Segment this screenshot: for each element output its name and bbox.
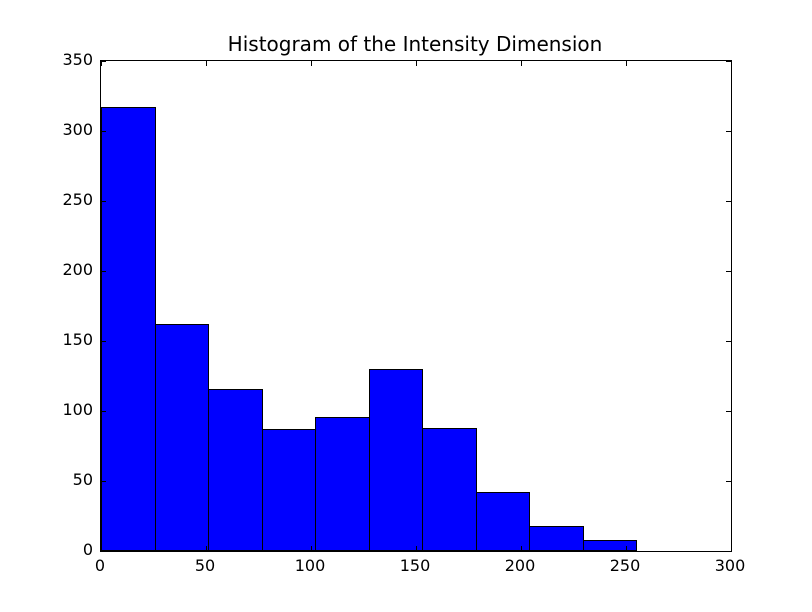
x-tick-label: 100 bbox=[294, 556, 326, 575]
x-axis-tick bbox=[206, 61, 207, 66]
histogram-bar bbox=[529, 525, 584, 551]
y-tick-label: 0 bbox=[82, 540, 93, 559]
y-tick-label: 50 bbox=[72, 470, 93, 489]
histogram-bar bbox=[582, 539, 638, 551]
x-tick-label: 150 bbox=[399, 556, 431, 575]
y-axis-tick bbox=[726, 61, 731, 62]
histogram-bar bbox=[422, 427, 477, 551]
histogram-bar bbox=[315, 416, 370, 551]
y-tick-label: 200 bbox=[62, 260, 93, 279]
x-axis-tick bbox=[311, 61, 312, 66]
y-axis-tick bbox=[101, 551, 106, 552]
y-axis-tick bbox=[726, 481, 731, 482]
histogram-bar bbox=[475, 492, 531, 551]
chart-title: Histogram of the Intensity Dimension bbox=[227, 32, 603, 56]
x-tick-label: 50 bbox=[194, 556, 216, 575]
y-axis-tick bbox=[101, 201, 106, 202]
y-axis-tick bbox=[726, 201, 731, 202]
x-axis-tick bbox=[626, 546, 627, 551]
y-tick-label: 300 bbox=[62, 120, 93, 139]
x-axis-tick bbox=[416, 546, 417, 551]
x-tick-label: 0 bbox=[94, 556, 106, 575]
x-axis-tick bbox=[521, 546, 522, 551]
x-axis-tick bbox=[311, 546, 312, 551]
plot-area bbox=[100, 60, 732, 552]
y-axis-tick bbox=[101, 341, 106, 342]
y-axis-tick bbox=[726, 271, 731, 272]
x-tick-label: 250 bbox=[609, 556, 641, 575]
y-axis-tick bbox=[726, 411, 731, 412]
histogram-bar bbox=[208, 388, 263, 551]
y-axis-tick bbox=[101, 271, 106, 272]
histogram-bar bbox=[368, 369, 424, 551]
y-tick-label: 150 bbox=[62, 330, 93, 349]
x-tick-label: 200 bbox=[504, 556, 536, 575]
histogram-bar bbox=[154, 324, 210, 551]
y-tick-label: 350 bbox=[62, 50, 93, 69]
y-axis-tick bbox=[101, 131, 106, 132]
x-axis-tick bbox=[731, 61, 732, 66]
x-tick-label: 300 bbox=[714, 556, 746, 575]
x-axis-tick bbox=[521, 61, 522, 66]
y-axis-tick bbox=[726, 131, 731, 132]
y-axis-tick bbox=[726, 341, 731, 342]
x-axis-tick bbox=[416, 61, 417, 66]
y-axis-tick bbox=[101, 61, 106, 62]
x-axis-tick bbox=[206, 546, 207, 551]
y-tick-label: 250 bbox=[62, 190, 93, 209]
y-axis-tick bbox=[101, 481, 106, 482]
histogram-bar bbox=[101, 107, 156, 551]
x-axis-tick bbox=[626, 61, 627, 66]
x-axis-tick bbox=[101, 546, 102, 551]
x-axis-tick bbox=[101, 61, 102, 66]
y-tick-label: 100 bbox=[62, 400, 93, 419]
x-axis-tick bbox=[731, 546, 732, 551]
y-axis-tick bbox=[726, 551, 731, 552]
y-axis-tick bbox=[101, 411, 106, 412]
histogram-bar bbox=[261, 429, 317, 551]
